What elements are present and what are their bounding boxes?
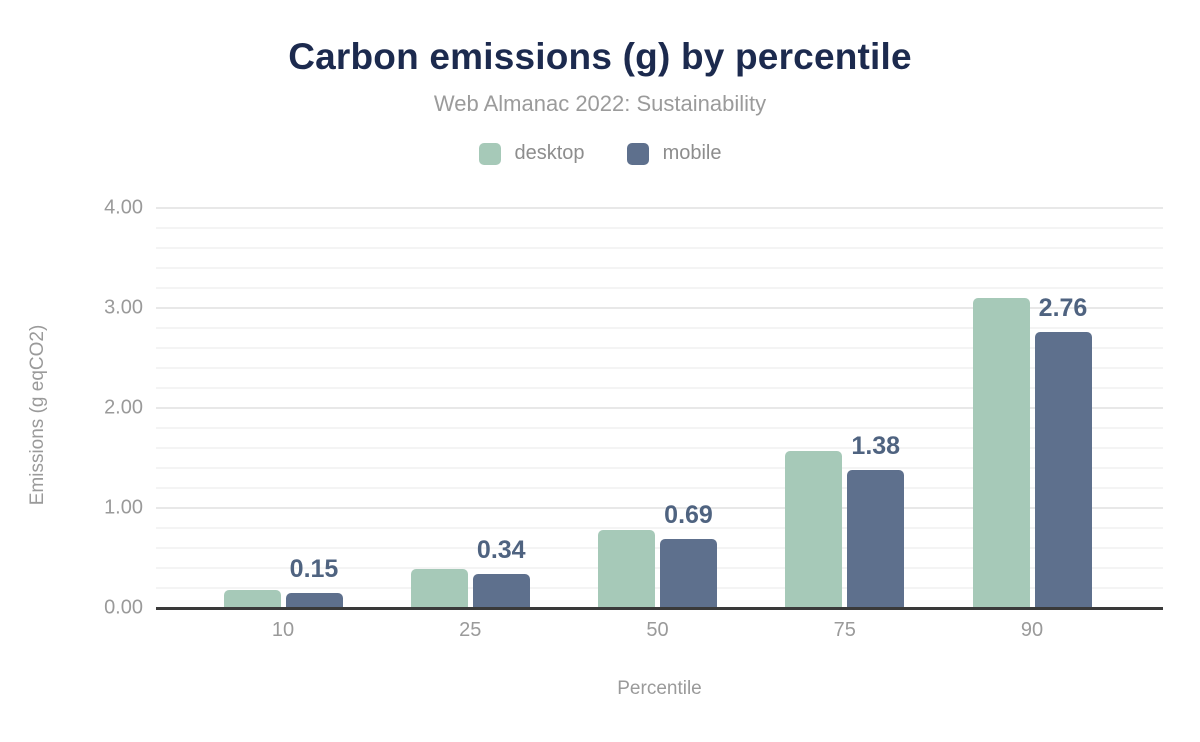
gridline-minor [156,367,1163,369]
chart-subtitle: Web Almanac 2022: Sustainability [433,91,767,116]
gridline-minor [156,447,1163,449]
gridline-minor [156,327,1163,329]
bar-mobile-p10 [285,593,343,608]
x-tick-label-75: 75 [833,619,856,641]
gridline-major [156,307,1163,309]
value-label-mobile-p25: 0.34 [476,536,526,564]
value-label-mobile-p10: 0.15 [289,555,339,583]
y-tick-label: 0.00 [104,596,143,619]
bar-desktop-p90 [972,298,1030,608]
gridline-major [156,207,1163,209]
y-tick-label: 4.00 [104,196,143,219]
x-tick-label-25: 25 [459,619,482,641]
gridline-major [156,407,1163,409]
x-tick-label-50: 50 [646,619,669,641]
gridline-minor [156,227,1163,229]
gridline-minor [156,467,1163,469]
y-tick-label: 1.00 [104,496,143,519]
gridline-minor [156,247,1163,249]
legend-label: desktop [514,142,585,164]
gridline-minor [156,267,1163,269]
bar-desktop-p10 [223,590,281,608]
gridline-minor [156,287,1163,289]
gridline-minor [156,347,1163,349]
bar-desktop-p25 [410,569,468,608]
y-tick-label: 2.00 [104,396,143,419]
gridline-minor [156,527,1163,529]
gridline-major [156,507,1163,509]
x-axis-title: Percentile [617,678,702,699]
bar-mobile-p75 [847,470,905,608]
legend-item-desktop: desktop [478,142,585,165]
legend: desktop mobile [0,142,1200,165]
bar-mobile-p90 [1034,332,1092,608]
bar-desktop-p75 [785,451,843,608]
legend-label: mobile [662,142,722,164]
gridline-minor [156,427,1163,429]
bar-desktop-p50 [598,530,655,608]
x-axis-line [156,607,1163,610]
value-label-mobile-p90: 2.76 [1038,294,1088,322]
y-axis-title: Emissions (g eqCO2) [27,324,48,506]
gridline-minor [156,587,1163,589]
gridline-minor [156,387,1163,389]
x-tick-label-90: 90 [1020,619,1044,641]
x-tick-label-10: 10 [271,619,295,641]
y-tick-label: 3.00 [104,296,143,319]
value-label-mobile-p50: 0.69 [664,501,713,529]
plot-area: 0.15 0.34 0.69 1.38 2.76 [156,207,1163,610]
gridline-minor [156,547,1163,549]
gridline-minor [156,567,1163,569]
bar-mobile-p50 [660,539,717,608]
bar-mobile-p25 [472,574,530,608]
gridline-minor [156,487,1163,489]
chart-title: Carbon emissions (g) by percentile [288,36,912,77]
value-label-mobile-p75: 1.38 [851,432,901,460]
legend-swatch-mobile [626,142,649,165]
legend-item-mobile: mobile [626,142,722,165]
legend-swatch-desktop [478,142,501,165]
